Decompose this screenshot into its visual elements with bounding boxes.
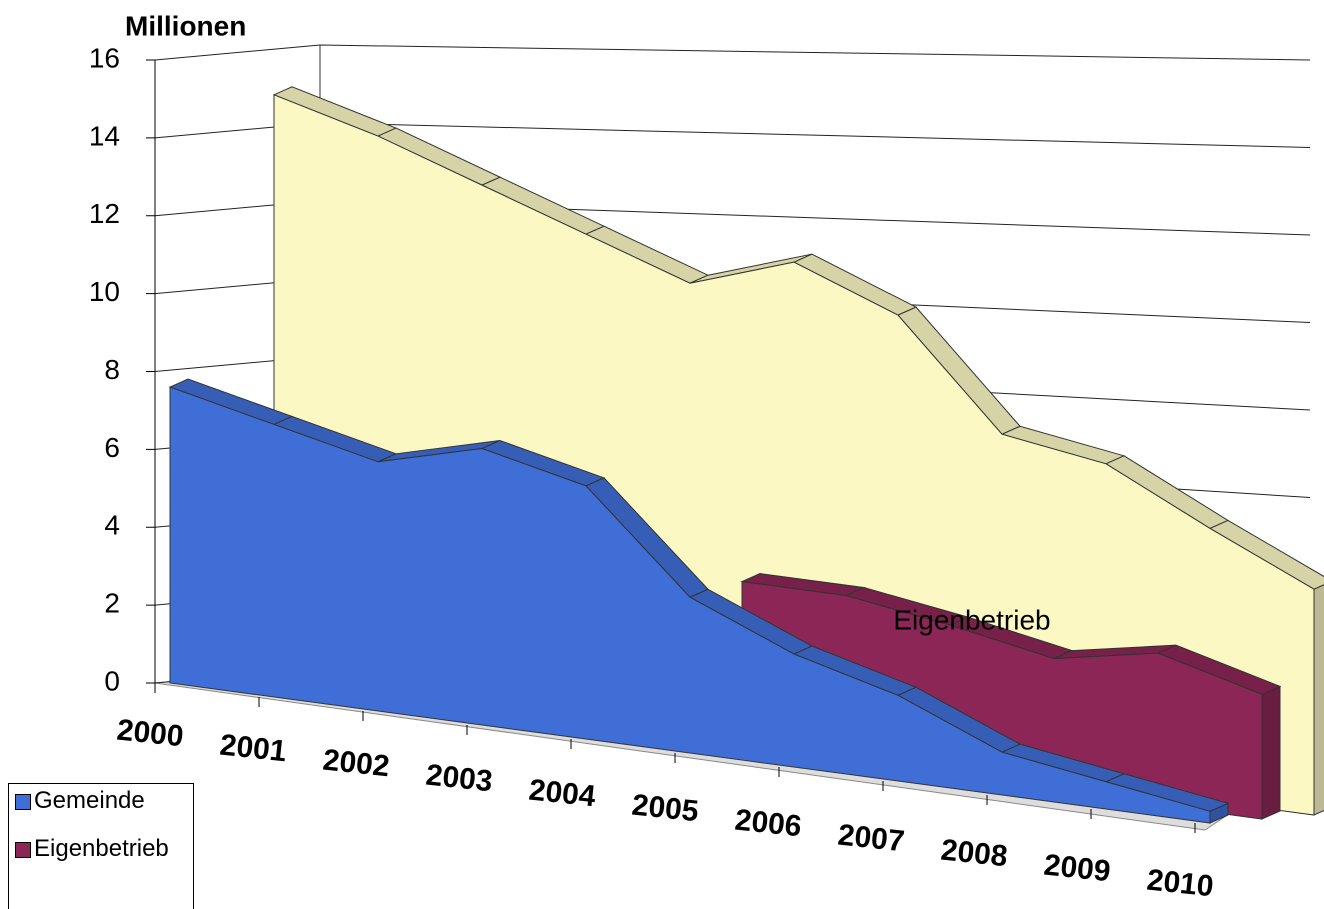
x-tick-label: 2006 <box>733 804 803 844</box>
x-tick-label: 2010 <box>1145 864 1215 904</box>
x-tick-label: 2003 <box>424 759 494 799</box>
x-tick-label: 2000 <box>115 714 185 754</box>
area-side <box>1261 685 1281 820</box>
legend-label: Eigenbetrieb <box>34 835 169 862</box>
x-tick-label: 2009 <box>1042 849 1112 889</box>
x-tick-label: 2007 <box>836 819 906 859</box>
area-side <box>1313 584 1324 816</box>
x-tick-label: 2001 <box>218 729 288 769</box>
legend-swatch <box>15 842 31 858</box>
legend-label: Gemeinde <box>34 787 145 814</box>
x-tick-label: 2002 <box>321 744 391 784</box>
y-tick-label: 14 <box>89 120 120 151</box>
annotation: Eigenbetrieb <box>893 604 1050 635</box>
y-tick-label: 8 <box>104 354 120 385</box>
legend-swatch <box>15 794 31 810</box>
y-tick-label: 16 <box>89 42 120 73</box>
legend: Gemeinde Eigenbetrieb <box>8 783 194 909</box>
x-tick-label: 2005 <box>630 789 700 829</box>
area <box>169 386 1211 824</box>
y-tick-label: 6 <box>104 432 120 463</box>
y-tick-label: 0 <box>104 665 120 696</box>
y-axis-label: Millionen <box>125 10 246 41</box>
y-tick-label: 2 <box>104 588 120 619</box>
y-tick-label: 4 <box>104 510 120 541</box>
y-tick-label: 12 <box>89 198 120 229</box>
legend-item: Gemeinde <box>15 788 187 814</box>
x-tick-label: 2004 <box>527 774 597 814</box>
legend-item: Eigenbetrieb <box>15 836 187 862</box>
y-tick-label: 10 <box>89 276 120 307</box>
x-tick-label: 2008 <box>939 834 1009 874</box>
grid-line <box>154 44 1311 61</box>
